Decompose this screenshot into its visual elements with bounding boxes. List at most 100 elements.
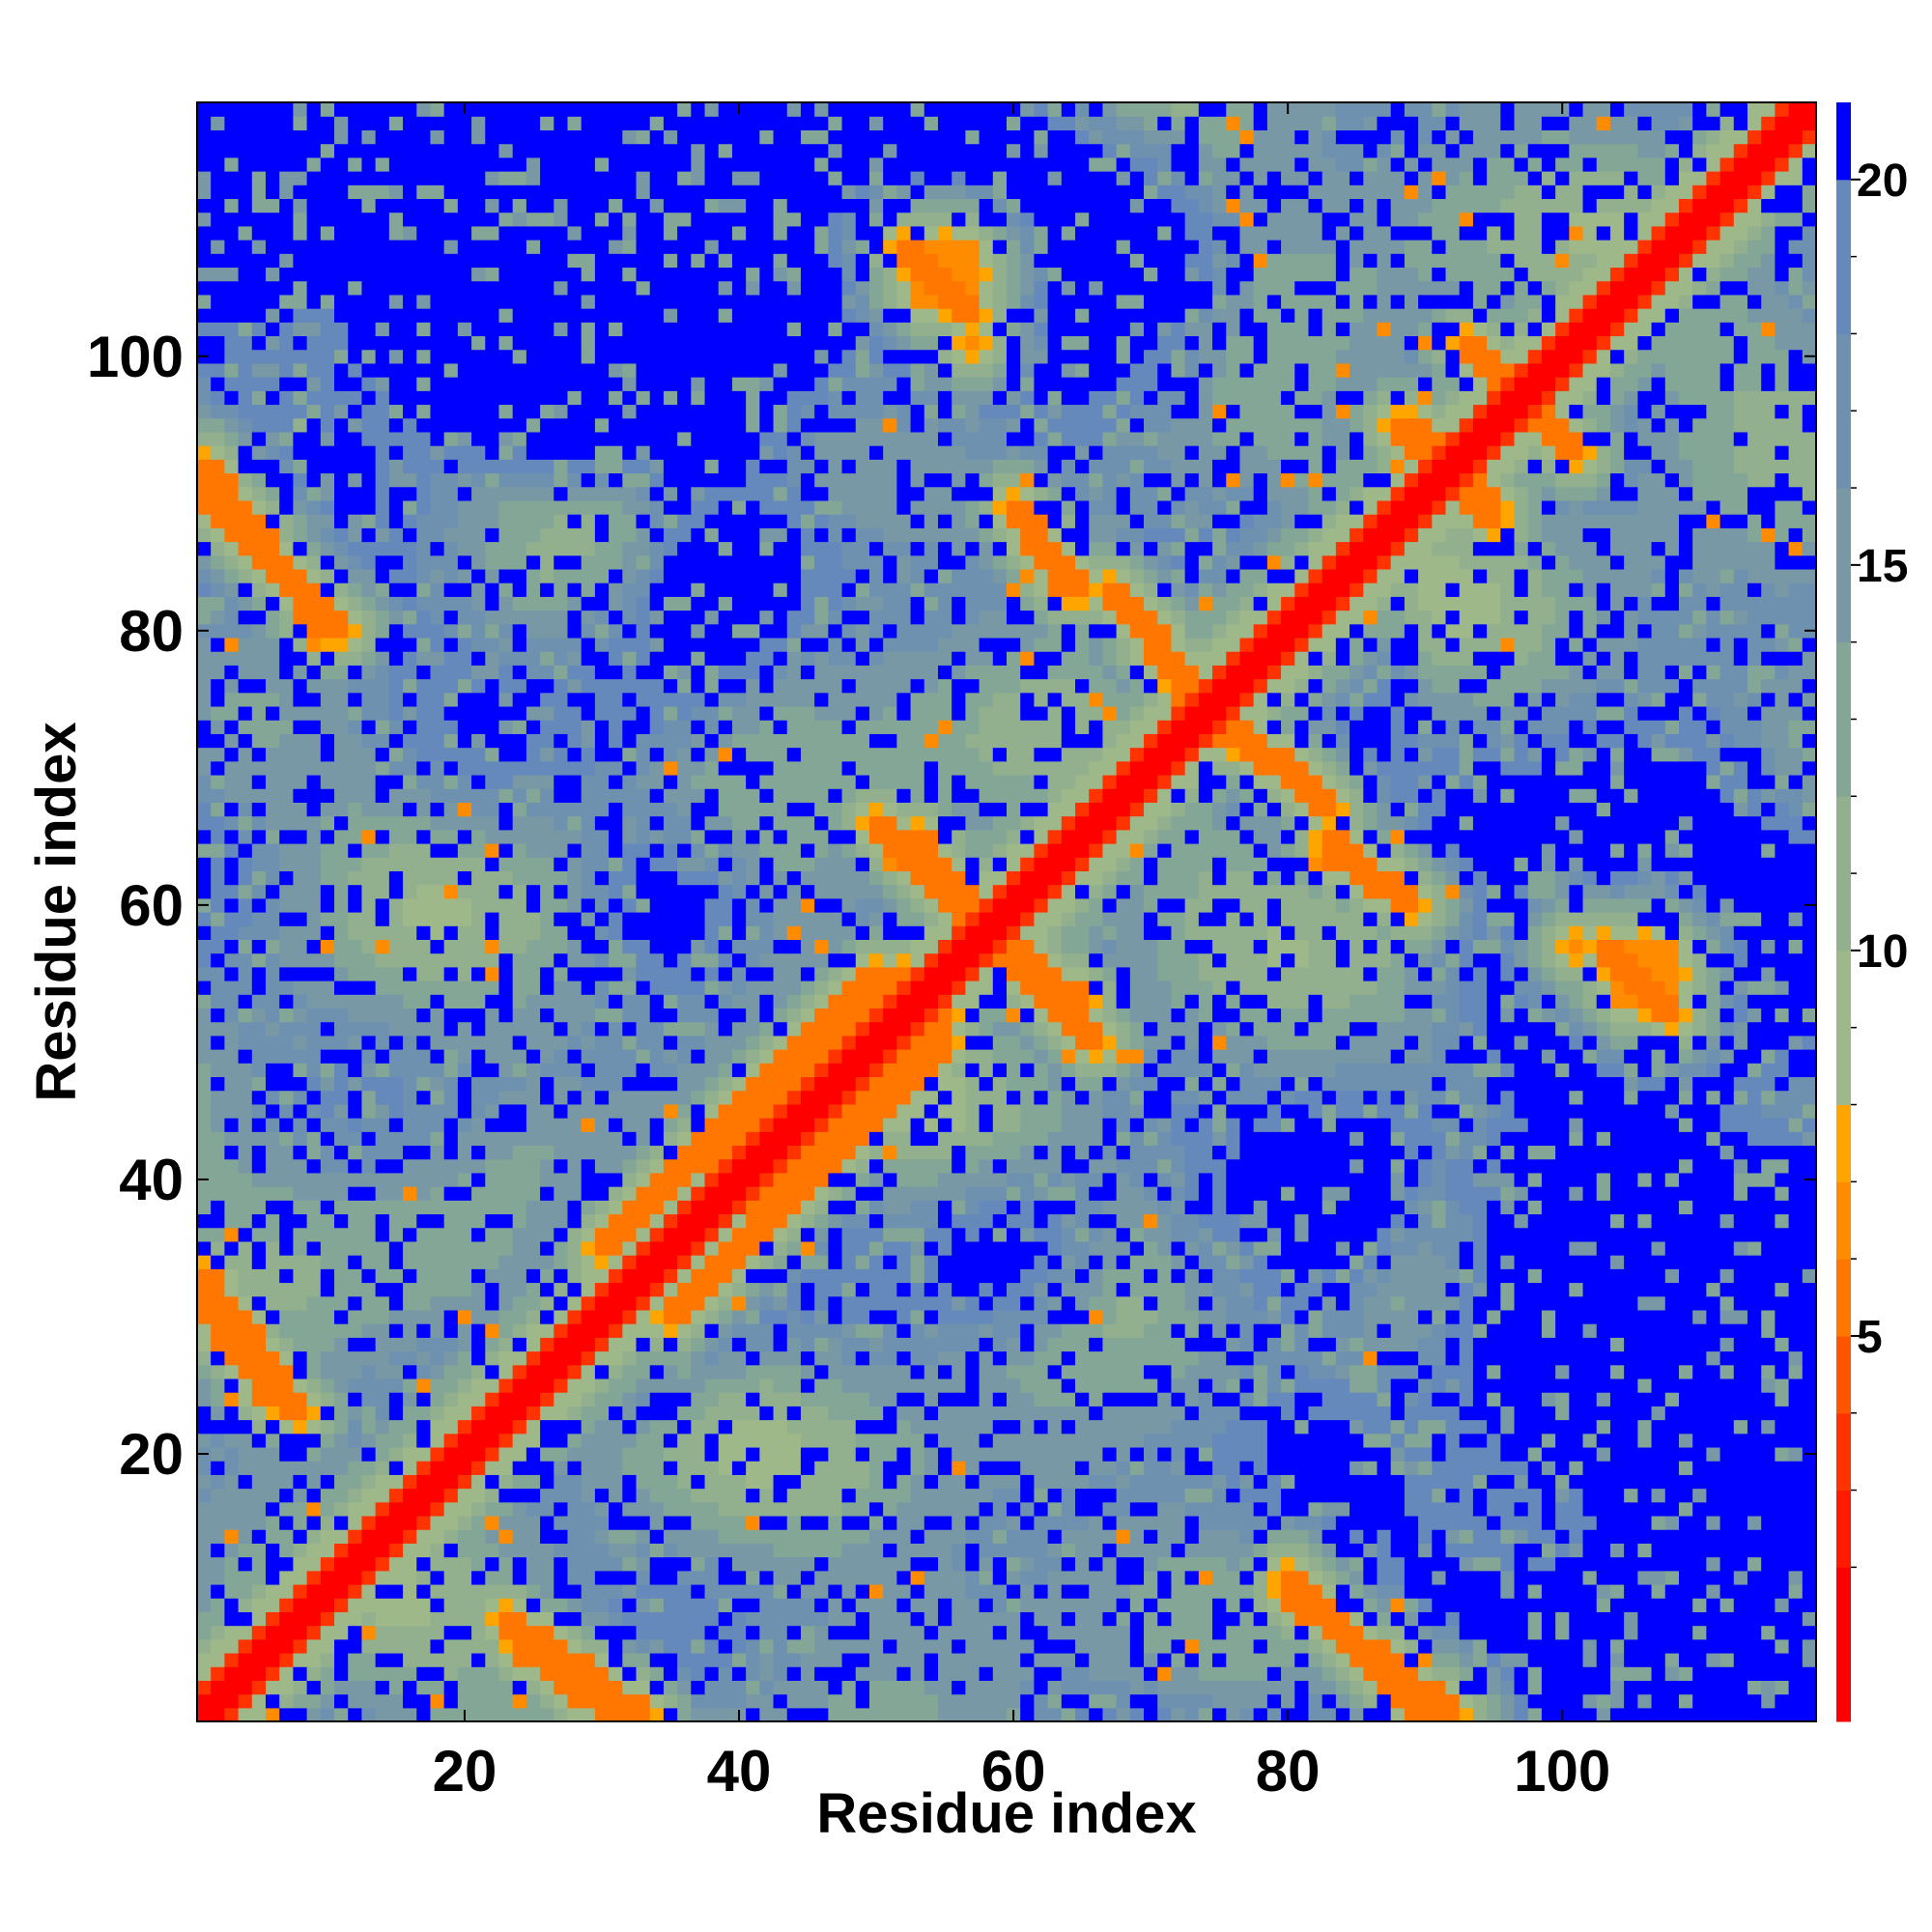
heatmap-cell	[773, 1103, 788, 1119]
heatmap-cell	[910, 1474, 925, 1490]
heatmap-cell	[1308, 1103, 1323, 1119]
heatmap-cell	[238, 994, 253, 1009]
heatmap-cell	[320, 925, 335, 940]
heatmap-cell	[581, 774, 610, 789]
heatmap-cell	[430, 665, 472, 680]
heatmap-cell	[279, 1501, 308, 1517]
heatmap-cell	[1144, 1213, 1158, 1229]
heatmap-cell	[1569, 1118, 1584, 1132]
heatmap-cell	[636, 1240, 651, 1256]
heatmap-cell	[1226, 1103, 1268, 1119]
heatmap-cell	[923, 1474, 939, 1490]
heatmap-cell	[1239, 1240, 1255, 1256]
heatmap-cell	[1198, 788, 1213, 803]
heatmap-cell	[1198, 733, 1213, 749]
heatmap-cell	[197, 1145, 226, 1160]
heatmap-cell	[1692, 1364, 1721, 1379]
heatmap-cell	[1116, 1488, 1186, 1503]
heatmap-cell	[361, 665, 377, 680]
heatmap-cell	[622, 1186, 638, 1201]
heatmap-cell	[1157, 1652, 1173, 1667]
heatmap-cell	[251, 952, 267, 968]
heatmap-cell	[320, 1118, 349, 1132]
heatmap-cell	[649, 1118, 665, 1132]
heatmap-cell	[1034, 1350, 1063, 1366]
heatmap-cell	[320, 842, 349, 858]
heatmap-cell	[868, 1008, 884, 1023]
heatmap-cell	[868, 1200, 884, 1215]
heatmap-cell	[1487, 870, 1529, 886]
heatmap-cell	[1212, 1035, 1227, 1050]
heatmap-cell	[1020, 1008, 1035, 1023]
heatmap-cell	[1775, 1638, 1790, 1654]
heatmap-cell	[1418, 1515, 1488, 1530]
heatmap-cell	[471, 1515, 486, 1530]
heatmap-cell	[1102, 665, 1118, 680]
heatmap-cell	[224, 1350, 280, 1366]
heatmap-cell	[1363, 788, 1378, 803]
heatmap-cell	[443, 1309, 459, 1324]
heatmap-cell	[540, 651, 554, 666]
heatmap-cell	[663, 1433, 678, 1448]
heatmap-cell	[1061, 1035, 1076, 1050]
heatmap-cell	[211, 1035, 225, 1050]
heatmap-cell	[211, 1461, 225, 1475]
heatmap-cell	[1527, 1186, 1570, 1201]
heatmap-cell	[1281, 1598, 1337, 1612]
heatmap-cell	[211, 1118, 225, 1132]
heatmap-cell	[443, 1008, 486, 1023]
heatmap-cell	[361, 1419, 377, 1435]
heatmap-cell	[554, 1337, 596, 1352]
heatmap-cell	[1637, 678, 1680, 694]
heatmap-cell	[1692, 870, 1817, 886]
heatmap-cell	[554, 1076, 582, 1092]
heatmap-cell	[1007, 842, 1036, 858]
heatmap-cell	[224, 747, 240, 762]
heatmap-cell	[952, 1063, 966, 1078]
heatmap-cell	[388, 1392, 404, 1406]
heatmap-cell	[704, 1172, 720, 1187]
heatmap-cell	[828, 692, 897, 707]
heatmap-cell	[348, 692, 363, 707]
heatmap-cell	[348, 1488, 363, 1503]
heatmap-cell	[1664, 1488, 1693, 1503]
heatmap-cell	[649, 1488, 692, 1503]
heatmap-cell	[855, 788, 897, 803]
heatmap-cell	[992, 1295, 1021, 1311]
heatmap-cell	[1404, 1474, 1474, 1490]
heatmap-cell	[251, 1309, 267, 1324]
heatmap-cell	[855, 678, 912, 694]
heatmap-cell	[1432, 1035, 1461, 1050]
heatmap-cell	[910, 1598, 939, 1612]
heatmap-cell	[1144, 1035, 1173, 1050]
heatmap-cell	[1555, 925, 1570, 940]
heatmap-cell	[320, 1364, 363, 1379]
heatmap-cell	[1596, 939, 1625, 954]
heatmap-cell	[375, 1474, 404, 1490]
heatmap-cell	[1116, 1309, 1158, 1324]
heatmap-cell	[883, 1240, 912, 1256]
heatmap-cell	[773, 925, 788, 940]
heatmap-cell	[828, 1200, 857, 1215]
heatmap-cell	[375, 1515, 417, 1530]
heatmap-cell	[1253, 1529, 1268, 1544]
heatmap-cell	[348, 1158, 363, 1174]
heatmap-cell	[1761, 1103, 1804, 1119]
heatmap-cell	[649, 994, 665, 1009]
heatmap-cell	[540, 1090, 554, 1105]
heatmap-cell	[594, 1158, 623, 1174]
heatmap-cell	[554, 1255, 569, 1269]
heatmap-cell	[348, 1707, 363, 1722]
heatmap-cell	[1527, 870, 1556, 886]
heatmap-cell	[1472, 1282, 1488, 1297]
heatmap-cell	[293, 1131, 308, 1147]
heatmap-cell	[1747, 1240, 1762, 1256]
heatmap-cell	[718, 884, 733, 899]
heatmap-cell	[1651, 842, 1666, 858]
heatmap-cell	[1129, 1446, 1145, 1462]
heatmap-cell	[1678, 1652, 1707, 1667]
heatmap-cell	[910, 1529, 925, 1544]
heatmap-cell	[320, 747, 335, 762]
heatmap-cell	[1459, 884, 1474, 899]
heatmap-cell	[1541, 1501, 1556, 1517]
